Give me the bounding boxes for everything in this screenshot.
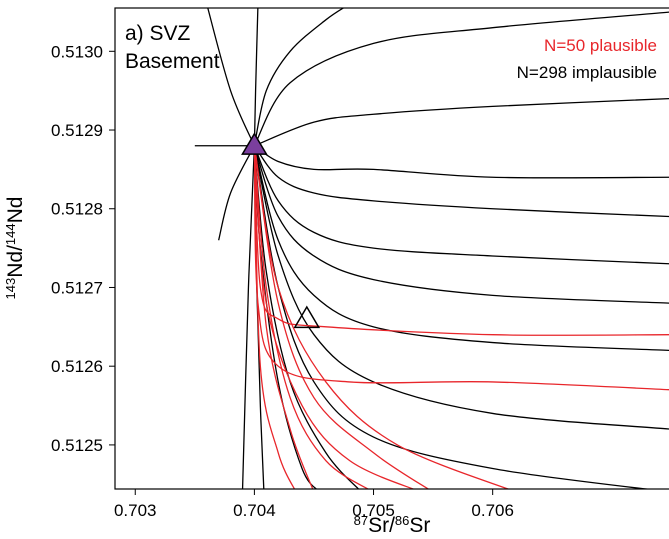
mixing-curve <box>253 145 669 430</box>
mixing-curve <box>207 8 255 147</box>
mixing-curve <box>253 11 669 147</box>
label-part: Sr <box>409 514 430 537</box>
mixing-curve <box>253 145 296 489</box>
mixing-curve <box>254 97 669 147</box>
label-part: Nd <box>4 197 27 224</box>
superscript: 87 <box>354 513 368 528</box>
superscript: 143 <box>3 278 18 300</box>
y-tick-label: 0.5128 <box>51 200 103 219</box>
y-axis-label: 143Nd/144Nd <box>3 197 27 300</box>
mixing-curve <box>253 145 669 218</box>
mixing-curve <box>253 145 669 352</box>
mixing-curve <box>253 145 669 304</box>
superscript: 86 <box>395 513 409 528</box>
x-tick-label: 0.704 <box>233 501 276 520</box>
legend-entry: N=50 plausible <box>544 36 657 55</box>
mixing-curve <box>253 145 430 489</box>
x-tick-label: 0.706 <box>471 501 514 520</box>
mixing-curve <box>253 145 510 489</box>
mixing-curve <box>253 145 370 489</box>
panel-subtitle: Basement <box>125 50 220 73</box>
x-tick-label: 0.703 <box>114 501 157 520</box>
plot-frame <box>114 7 669 490</box>
mixing-curve <box>253 8 345 146</box>
mixing-curve <box>253 145 360 489</box>
label-part: Sr/ <box>368 514 395 537</box>
mixing-curve <box>253 145 669 265</box>
y-tick-label: 0.5125 <box>51 436 103 455</box>
mixing-curve <box>253 145 669 391</box>
legend-entry: N=298 implausible <box>517 63 657 82</box>
y-tick-label: 0.5129 <box>51 121 103 140</box>
mixing-curve <box>253 145 669 336</box>
x-tick-label: 0.705 <box>352 501 395 520</box>
y-tick-label: 0.5126 <box>51 357 103 376</box>
triangle-marker <box>241 132 268 155</box>
plot-area <box>194 8 669 489</box>
mixing-curve <box>253 145 415 489</box>
label-part: Nd/ <box>4 245 27 278</box>
x-axis-label: 87Sr/86Sr <box>354 513 431 537</box>
superscript: 144 <box>3 223 18 245</box>
mixing-curve <box>218 145 255 241</box>
mixing-curve <box>254 145 669 179</box>
y-tick-label: 0.5130 <box>51 42 103 61</box>
panel-title: a) SVZ <box>125 22 191 45</box>
triangle-marker <box>293 305 321 329</box>
mixing-curve <box>253 8 259 146</box>
y-tick-label: 0.5127 <box>51 278 103 297</box>
mixing-curve <box>241 145 256 489</box>
